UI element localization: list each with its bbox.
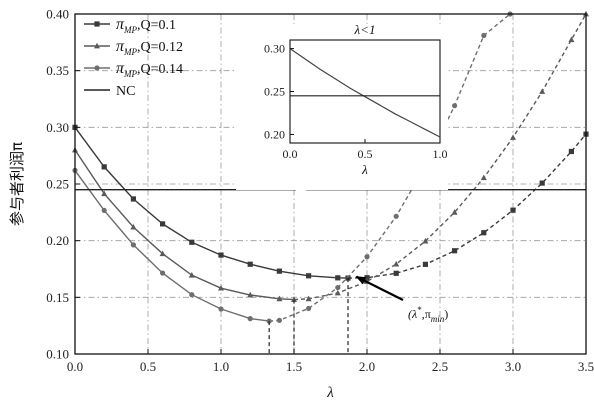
series-point <box>159 250 166 257</box>
series-point <box>568 148 574 155</box>
series-point <box>218 284 224 291</box>
inset-y-tick-label: 0.25 <box>264 85 285 99</box>
series-point <box>276 317 282 323</box>
series-point <box>130 242 136 248</box>
x-tick-label: 1.5 <box>286 359 302 374</box>
inset-x-axis-title: λ <box>361 162 368 177</box>
series-point <box>539 180 545 186</box>
inset-x-tick-label: 0.5 <box>358 147 373 161</box>
series-point <box>510 134 516 140</box>
series-point <box>189 292 195 298</box>
series-point <box>539 88 546 94</box>
legend-label: πMP,Q=0.14 <box>116 60 183 79</box>
annotation-arrow <box>355 275 404 301</box>
series-line-solid <box>74 169 270 322</box>
series-point <box>160 270 166 276</box>
series-point <box>364 275 370 281</box>
series-point <box>334 289 341 296</box>
series-point <box>481 32 487 39</box>
series-point <box>393 270 399 276</box>
legend-marker <box>94 42 100 49</box>
legend-label: πMP,Q=0.12 <box>116 38 183 57</box>
annotation: (λ*,πmin) <box>355 275 448 324</box>
series-point <box>247 316 253 322</box>
inset-x-tick-label: 1.0 <box>433 147 448 161</box>
series-point <box>130 223 137 230</box>
series-point <box>393 260 400 267</box>
series-point <box>393 213 399 219</box>
series-point <box>451 209 458 215</box>
series-point <box>101 164 107 170</box>
series-point <box>291 296 297 302</box>
y-tick-label: 0.30 <box>46 120 69 135</box>
series-line-dashed <box>347 133 587 279</box>
series-point <box>335 284 341 291</box>
series-point <box>218 306 224 312</box>
series-point <box>247 261 253 267</box>
x-tick-label: 3.5 <box>578 359 594 374</box>
legend-marker <box>94 21 100 27</box>
x-tick-label: 1.0 <box>213 359 229 374</box>
series-point <box>510 207 516 213</box>
x-tick-label: 2.5 <box>432 359 448 374</box>
inset-x-tick-label: 0.0 <box>283 147 298 161</box>
series-point <box>130 196 136 202</box>
series-point <box>189 239 195 245</box>
inset-title: λ<1 <box>354 22 376 37</box>
x-tick-label: 3.0 <box>505 359 521 374</box>
series-point <box>422 261 428 267</box>
y-axis-title: 参与者利润π <box>8 142 26 226</box>
legend-label: NC <box>116 84 135 99</box>
inset-chart: λ<1 0.0 0.5 1.0 0.20 0.25 0.30 λ <box>236 22 448 190</box>
series-point <box>480 174 487 181</box>
inset-curve <box>289 48 441 138</box>
series-point <box>101 190 108 197</box>
series-point <box>306 305 312 312</box>
series-point <box>247 291 254 298</box>
series-point <box>452 248 458 254</box>
series-point <box>364 254 370 260</box>
series-point <box>218 252 224 258</box>
series-point <box>276 268 282 274</box>
y-tick-label: 0.25 <box>46 177 69 192</box>
legend-marker <box>94 65 100 71</box>
x-tick-label: 0.0 <box>67 359 83 374</box>
inset-background <box>236 24 448 190</box>
annotation-label: (λ*,πmin) <box>408 305 448 324</box>
series-point <box>188 272 195 278</box>
y-tick-label: 0.15 <box>46 290 69 305</box>
inset-y-tick-label: 0.20 <box>264 127 285 141</box>
x-axis-title: λ <box>326 385 334 401</box>
series-point <box>276 295 283 302</box>
y-tick-label: 0.20 <box>46 233 69 248</box>
series-point <box>335 275 341 281</box>
series-point <box>422 237 429 244</box>
x-tick-label: 2.0 <box>359 359 375 374</box>
y-tick-label: 0.35 <box>46 63 69 78</box>
series-point <box>481 230 487 236</box>
x-tick-label: 0.5 <box>140 359 156 374</box>
legend-label: πMP,Q=0.1 <box>116 16 176 35</box>
series-point <box>306 273 312 279</box>
tick-layer: 0.0 0.5 1.0 1.5 2.0 2.5 3.0 3.5 0.10 0.15 0.20 0.25… <box>8 7 594 402</box>
y-tick-label: 0.10 <box>46 347 69 362</box>
series-point <box>160 221 166 227</box>
series-point <box>305 295 312 302</box>
y-tick-label: 0.40 <box>46 7 69 22</box>
legend: πMP,Q=0.1 πMP,Q=0.12 πMP,Q=0.14 NC <box>84 16 183 99</box>
series-point <box>568 36 575 43</box>
inset-y-tick-label: 0.30 <box>264 42 285 56</box>
series-point <box>101 207 107 214</box>
series-point <box>452 103 458 109</box>
